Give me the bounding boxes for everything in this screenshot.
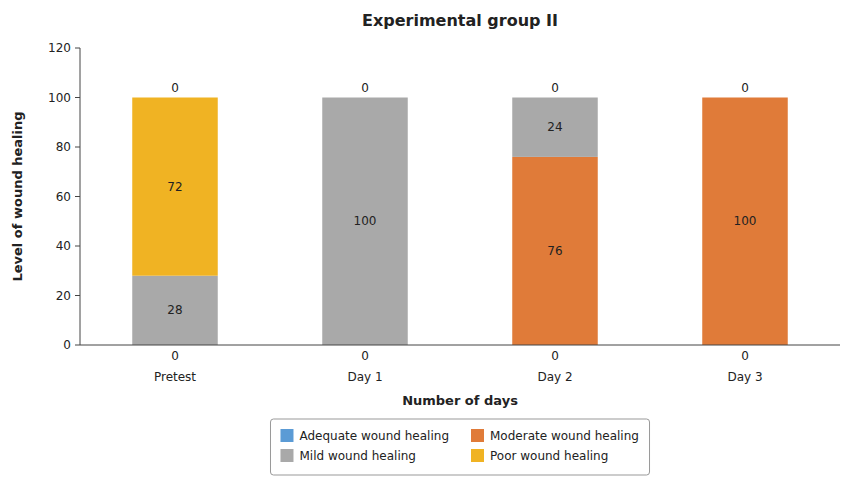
chart: Experimental group II 0 20 40 60 80 100 120 Pret… <box>0 0 864 498</box>
legend-label: Mild wound healing <box>299 449 415 463</box>
data-label: 72 <box>167 180 182 194</box>
legend-box <box>270 419 649 475</box>
y-tick <box>75 246 80 247</box>
legend-swatch <box>471 449 484 462</box>
data-label: 0 <box>171 349 179 363</box>
bar-segment <box>702 97 788 98</box>
x-tick-label: Day 3 <box>727 370 762 384</box>
legend: Adequate wound healing Moderate wound hea… <box>270 419 649 475</box>
data-label: 28 <box>167 303 182 317</box>
data-label: 100 <box>734 214 757 228</box>
annotation: 0 <box>741 81 749 95</box>
y-axis-label: Level of wound healing <box>10 111 25 281</box>
y-tick-label: 80 <box>56 140 71 154</box>
x-tick-label: Pretest <box>154 370 196 384</box>
data-label: 0 <box>741 349 749 363</box>
x-tick-label: Day 1 <box>347 370 382 384</box>
y-tick <box>75 97 80 98</box>
legend-swatch <box>280 449 293 462</box>
y-tick <box>75 345 80 346</box>
bar-segment <box>512 98 598 157</box>
legend-swatch <box>280 429 293 442</box>
bar-segment <box>132 98 218 276</box>
x-axis-label: Number of days <box>402 393 518 408</box>
data-label: 24 <box>547 120 562 134</box>
legend-label: Moderate wound healing <box>490 429 639 443</box>
bar-segment <box>322 98 408 346</box>
data-label: 0 <box>361 349 369 363</box>
y-tick <box>75 196 80 197</box>
bar-segment <box>512 157 598 345</box>
bars <box>132 98 788 346</box>
bar-segment <box>322 97 408 98</box>
y-tick-label: 20 <box>56 289 71 303</box>
data-label: 0 <box>551 349 559 363</box>
bar-segment <box>702 97 788 98</box>
title: Experimental group II <box>362 11 558 30</box>
x-axis <box>80 345 840 346</box>
y-tick <box>75 48 80 49</box>
y-tick-label: 120 <box>48 41 71 55</box>
y-tick-label: 100 <box>48 91 71 105</box>
data-label: 76 <box>547 244 562 258</box>
annotation: 0 <box>361 81 369 95</box>
annotation: 0 <box>171 81 179 95</box>
bar-segment <box>132 276 218 345</box>
data-label: 100 <box>354 214 377 228</box>
bar-segment <box>512 97 598 98</box>
annotation: 0 <box>551 81 559 95</box>
y-tick-label: 0 <box>63 338 71 352</box>
legend-label: Adequate wound healing <box>299 429 449 443</box>
legend-swatch <box>471 429 484 442</box>
y-tick <box>75 147 80 148</box>
y-tick <box>75 295 80 296</box>
y-tick-label: 60 <box>56 190 71 204</box>
y-tick-label: 40 <box>56 239 71 253</box>
x-tick-label: Day 2 <box>537 370 572 384</box>
legend-label: Poor wound healing <box>490 449 608 463</box>
bar-segment <box>702 98 788 346</box>
